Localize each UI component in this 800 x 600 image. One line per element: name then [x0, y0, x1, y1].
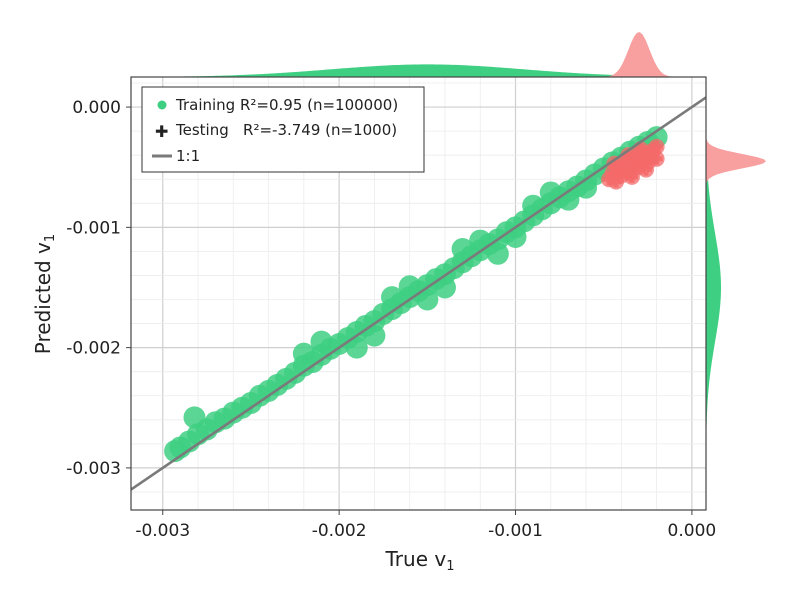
y-axis-title-subscript: 1	[43, 234, 58, 242]
right-marginal-training	[706, 77, 721, 510]
legend-label-testing: Testing R²=-3.749 (n=1000)	[175, 121, 397, 139]
x-tick-label: 0.000	[668, 521, 717, 541]
testing-point-fill	[611, 162, 628, 179]
series-2	[131, 96, 706, 491]
testing-point-fill	[638, 161, 655, 178]
x-tick-label: -0.001	[488, 521, 543, 541]
right-marginal-density	[706, 77, 766, 510]
testing-point-fill	[632, 141, 649, 158]
y-tick-label: 0.000	[72, 98, 121, 118]
y-axis-ticks: 0.000 -0.001 -0.002 -0.003	[66, 98, 131, 479]
top-marginal-density	[131, 32, 706, 77]
testing-point-fill	[620, 147, 637, 164]
series-layer	[131, 96, 706, 491]
x-axis-title-subscript: 1	[446, 559, 454, 574]
testing-point-fill	[648, 150, 665, 167]
legend-label-training: Training R²=0.95 (n=100000)	[175, 96, 398, 114]
one-to-one-line	[131, 96, 706, 491]
legend-marker-testing: ✚	[155, 122, 168, 141]
top-marginal-training	[131, 64, 706, 77]
x-tick-label: -0.003	[135, 521, 190, 541]
plot-frame	[130, 76, 707, 511]
training-point	[433, 276, 456, 299]
legend-label-one-to-one: 1:1	[176, 147, 200, 165]
right-marginal-testing	[706, 77, 766, 510]
y-tick-label: -0.002	[66, 339, 121, 359]
x-axis-title: True v1	[385, 547, 455, 574]
x-axis-ticks: -0.003 -0.002 -0.001 0.000	[135, 510, 716, 541]
training-point	[363, 324, 386, 347]
y-tick-label: -0.001	[66, 218, 121, 238]
training-point	[345, 336, 368, 359]
training-point	[486, 242, 509, 265]
training-point	[416, 288, 439, 311]
legend-marker-training	[157, 100, 167, 110]
legend: Training R²=0.95 (n=100000) ✚ Testing R²…	[141, 86, 425, 173]
testing-point-fill	[623, 168, 640, 185]
x-tick-label: -0.002	[312, 521, 367, 541]
testing-point-fill	[648, 138, 665, 155]
legend-box	[141, 86, 425, 173]
top-marginal-testing	[131, 32, 706, 77]
y-tick-label: -0.003	[66, 459, 121, 479]
grid-lines	[131, 77, 706, 510]
y-axis-title: Predicted v1	[31, 234, 58, 354]
